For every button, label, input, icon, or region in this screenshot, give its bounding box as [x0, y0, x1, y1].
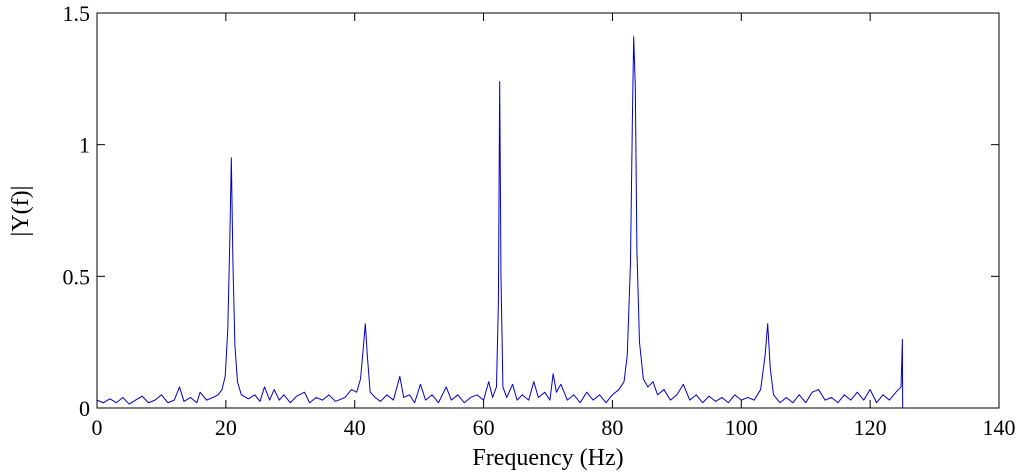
- y-tick-label: 0: [79, 396, 90, 421]
- x-tick-label: 140: [983, 415, 1016, 440]
- x-tick-label: 120: [854, 415, 887, 440]
- x-tick-label: 20: [215, 415, 237, 440]
- series-line-0: [96, 36, 904, 409]
- y-tick-labels: 0 0.5 1 1.5: [63, 1, 91, 421]
- plot-frame: [96, 12, 1000, 409]
- y-tick-label: 1: [79, 133, 90, 158]
- x-tick-label: 40: [344, 415, 366, 440]
- x-tick-label: 60: [473, 415, 495, 440]
- x-axis-label: Frequency (Hz): [472, 445, 623, 471]
- series-group: [96, 36, 904, 409]
- y-tick-label: 0.5: [63, 264, 91, 289]
- x-tick-label: 100: [725, 415, 758, 440]
- y-tick-label: 1.5: [63, 1, 91, 26]
- plot-area: [97, 13, 999, 408]
- y-axis-label: |Y(f)|: [8, 186, 34, 237]
- x-tick-label: 80: [601, 415, 623, 440]
- x-tick-label: 0: [92, 415, 103, 440]
- x-tick-labels: 0 20 40 60 80 100 120 140: [92, 415, 1016, 440]
